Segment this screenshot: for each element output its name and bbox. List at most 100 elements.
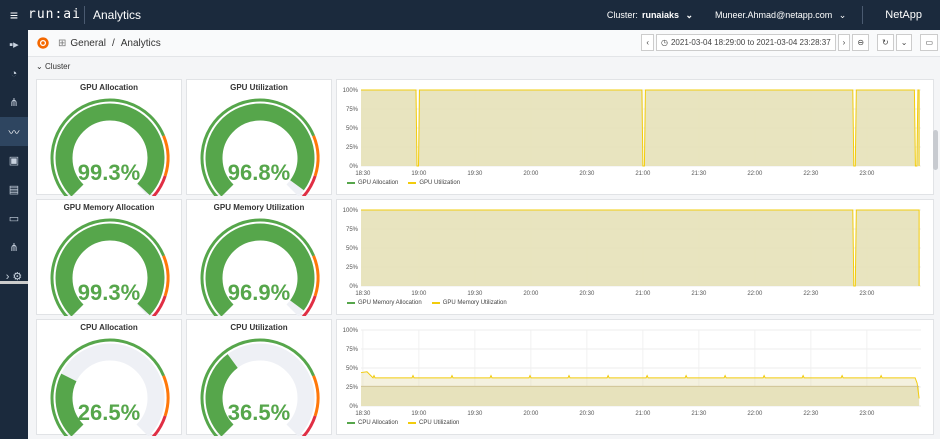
gauge-threshold-band [162, 375, 170, 417]
x-tick-label: 18:30 [355, 411, 371, 417]
x-tick-label: 19:00 [411, 411, 427, 417]
time-controls: ‹ ◷ 2021-03-04 18:29:00 to 2021-03-04 23… [641, 34, 940, 51]
gauge-value: 96.9% [227, 280, 291, 305]
timeseries-panel[interactable]: 100% 75% 50% 25% 0% 18:30 19:00 19:30 20:00 20:30… [336, 79, 934, 195]
sidebar: ▪▸ ◔ ⋔ 〰 ▣ ▤ ▭ ⋔ › ⚙ [0, 30, 28, 439]
x-tick-label: 20:30 [579, 171, 595, 177]
chevron-right-icon: › [842, 38, 846, 47]
gauge-dial [200, 218, 320, 316]
briefcase-icon: ▣ [8, 155, 20, 167]
sidebar-item-departments[interactable]: ⋔ [0, 233, 28, 262]
x-tick-label: 23:00 [859, 411, 875, 417]
x-tick-label: 23:00 [859, 291, 875, 297]
gauge-dial [50, 98, 170, 196]
clock-icon: ◷ [660, 38, 668, 47]
time-back-button[interactable]: ‹ [641, 34, 654, 51]
gauge-panel[interactable]: GPU Memory Utilization 96.9% [186, 199, 332, 316]
sidebar-item-nodes[interactable]: ▭ [0, 204, 28, 233]
chevron-down-icon: ⌄ [900, 38, 908, 47]
document-icon: ▤ [8, 184, 20, 196]
y-tick-label: 25% [346, 385, 359, 391]
chevron-down-icon: ⌄ [36, 62, 43, 71]
dashboards-grid-icon[interactable]: ⊞ [58, 37, 67, 49]
series-line [360, 371, 920, 399]
settings-icon: › ⚙ [5, 271, 23, 283]
gauge-threshold-band [50, 218, 165, 316]
gauge-value: 96.8% [227, 160, 291, 185]
gauge-value-arc [205, 354, 239, 436]
gauge-threshold-band [151, 295, 167, 316]
y-tick-label: 0% [349, 164, 358, 170]
sidebar-item-analytics[interactable]: 〰 [0, 117, 28, 146]
gauge-threshold-band [301, 295, 317, 316]
sidebar-item-jobs[interactable]: ▣ [0, 146, 28, 175]
x-tick-label: 20:00 [523, 291, 539, 297]
section-title: Cluster [44, 62, 71, 71]
grafana-logo-icon [37, 37, 49, 49]
user-email: Muneer.Ahmad@netapp.com [715, 9, 833, 20]
x-tick-label: 19:30 [467, 171, 483, 177]
y-tick-label: 75% [346, 107, 359, 113]
gauge-panel[interactable]: GPU Memory Allocation 99.3% [36, 199, 182, 316]
timeseries-plot: 100% 75% 50% 25% 0%18:30 19:00 19:30 20:00 20:30… [343, 208, 921, 297]
cluster-select[interactable]: runaiaks ⌄ [642, 10, 697, 21]
gauge-panel[interactable]: GPU Utilization 96.8% [186, 79, 332, 196]
chevron-down-icon: ⌄ [685, 9, 694, 20]
legend-swatch [347, 302, 355, 304]
timeseries-panel[interactable]: 100% 75% 50% 25% 0% 18:30 19:00 19:30 20:00 20:30… [336, 319, 934, 435]
gauge-threshold-band [200, 218, 315, 316]
gauge-panel[interactable]: CPU Utilization 36.5% [186, 319, 332, 436]
refresh-interval-button[interactable]: ⌄ [895, 34, 913, 51]
legend-swatch [347, 182, 355, 184]
page-scrollbar[interactable] [933, 130, 938, 170]
sidebar-item-overview[interactable]: ◔ [0, 59, 28, 88]
gauge-threshold-band [151, 415, 167, 436]
x-tick-label: 20:00 [523, 171, 539, 177]
analytics-icon: 〰 [8, 126, 20, 139]
sidebar-scroll-handle[interactable] [0, 281, 28, 284]
legend-item[interactable]: CPU Utilization [408, 420, 459, 426]
sidebar-item-projects[interactable]: ⋔ [0, 88, 28, 117]
legend-item[interactable]: GPU Allocation [347, 180, 398, 186]
gauge-panel[interactable]: CPU Allocation 26.5% [36, 319, 182, 436]
x-tick-label: 19:00 [411, 171, 427, 177]
gauge-title: CPU Allocation [80, 323, 138, 332]
time-forward-button[interactable]: › [837, 34, 851, 51]
legend-item[interactable]: GPU Utilization [408, 180, 460, 186]
row-cluster-header[interactable]: ⌄ Cluster [36, 62, 70, 71]
x-tick-label: 21:30 [691, 291, 707, 297]
y-tick-label: 75% [346, 227, 359, 233]
breadcrumb: ⊞ General / Analytics [58, 38, 161, 49]
breadcrumb-root[interactable]: General [70, 37, 106, 49]
sidebar-item-dashboard[interactable]: ▪▸ [0, 30, 28, 59]
gauge-value: 26.5% [77, 400, 141, 425]
zoom-out-button[interactable]: ⊖ [852, 34, 870, 51]
user-menu[interactable]: Muneer.Ahmad@netapp.com ⌄ [715, 10, 850, 21]
legend-item[interactable]: GPU Memory Utilization [431, 300, 507, 306]
x-tick-label: 20:30 [579, 411, 595, 417]
gauge-threshold-band [200, 98, 315, 196]
app-title: Analytics [93, 8, 142, 22]
series-area [361, 90, 920, 166]
tv-mode-button[interactable]: ▭ [920, 34, 938, 51]
brand-label: NetApp [885, 9, 922, 21]
x-tick-label: 19:00 [411, 291, 427, 297]
hamburger-icon[interactable]: ≡ [9, 7, 19, 23]
x-tick-label: 20:00 [523, 411, 539, 417]
series-area [361, 210, 920, 286]
sidebar-item-settings[interactable]: › ⚙ [0, 262, 28, 291]
timeseries-panel[interactable]: 100% 75% 50% 25% 0% 18:30 19:00 19:30 20:00 20:30… [336, 199, 934, 315]
x-tick-label: 21:00 [635, 291, 651, 297]
time-range-picker[interactable]: ◷ 2021-03-04 18:29:00 to 2021-03-04 23:2… [655, 34, 836, 51]
gauge-value-arc [55, 223, 165, 316]
divider [862, 6, 864, 24]
refresh-button[interactable]: ↻ [877, 34, 894, 51]
legend-item[interactable]: CPU Allocation [347, 420, 398, 426]
x-tick-label: 22:30 [803, 291, 819, 297]
x-tick-label: 22:00 [747, 411, 763, 417]
legend-item[interactable]: GPU Memory Allocation [347, 300, 422, 306]
gauge-panel[interactable]: GPU Allocation 99.3% [36, 79, 182, 196]
y-tick-label: 75% [346, 347, 359, 353]
sidebar-item-docs[interactable]: ▤ [0, 175, 28, 204]
y-tick-label: 50% [346, 126, 359, 132]
